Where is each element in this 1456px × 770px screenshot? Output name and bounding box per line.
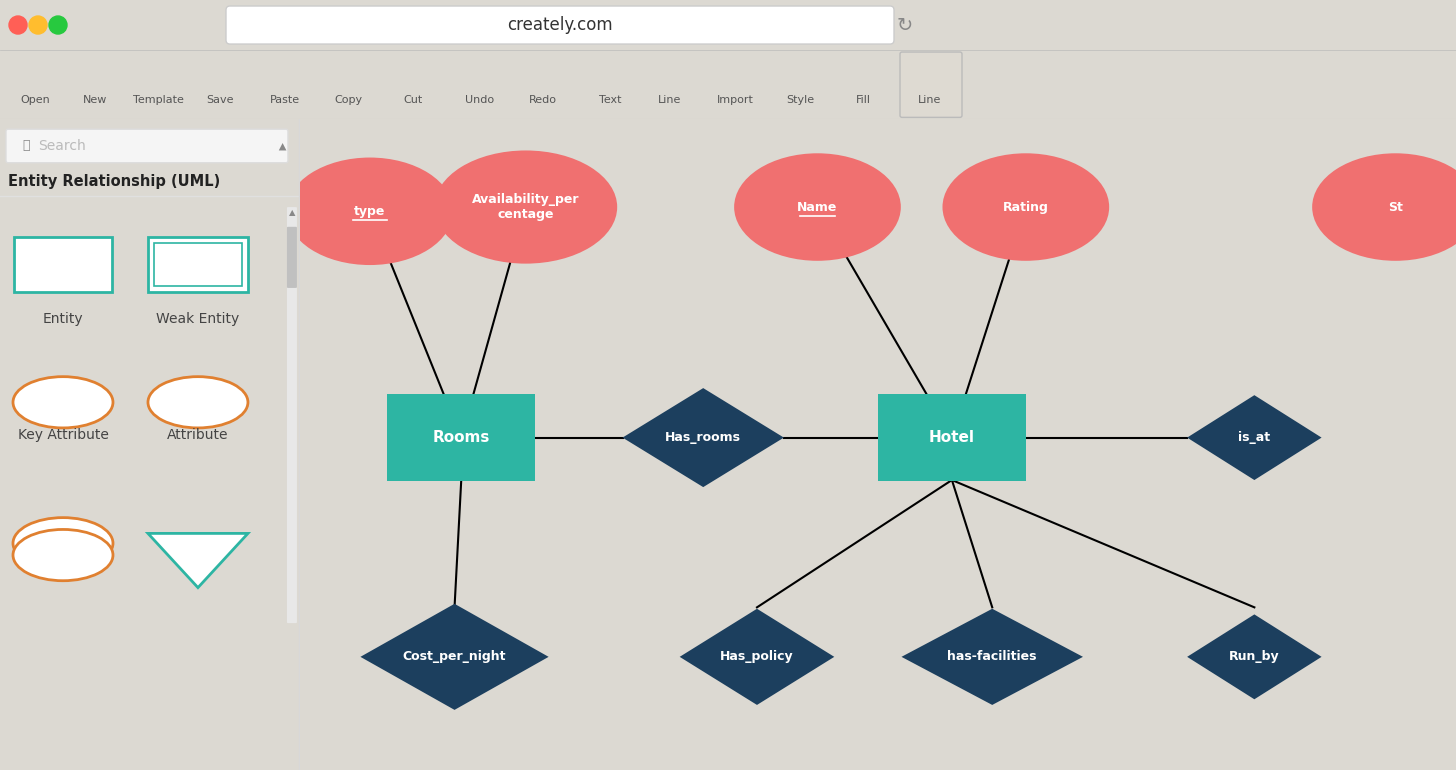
Text: Weak Entity: Weak Entity [156, 313, 240, 326]
Text: Search: Search [38, 139, 86, 153]
Text: New: New [83, 95, 108, 105]
FancyBboxPatch shape [15, 236, 112, 292]
Ellipse shape [13, 530, 114, 581]
Polygon shape [361, 604, 549, 710]
Text: 🔍: 🔍 [22, 139, 29, 152]
FancyBboxPatch shape [6, 129, 288, 162]
Polygon shape [901, 609, 1083, 705]
FancyBboxPatch shape [287, 207, 297, 623]
FancyBboxPatch shape [287, 227, 297, 288]
FancyBboxPatch shape [387, 393, 536, 481]
Text: has-facilities: has-facilities [948, 651, 1037, 663]
Polygon shape [623, 388, 783, 487]
Polygon shape [680, 609, 834, 705]
FancyBboxPatch shape [226, 6, 894, 44]
Text: Run_by: Run_by [1229, 651, 1280, 663]
Text: ↻: ↻ [897, 15, 913, 35]
Ellipse shape [942, 153, 1109, 261]
Text: Text: Text [598, 95, 622, 105]
Text: Open: Open [20, 95, 50, 105]
FancyBboxPatch shape [149, 236, 248, 292]
Text: Hotel: Hotel [929, 430, 976, 445]
Text: Has_rooms: Has_rooms [665, 431, 741, 444]
Text: Entity Relationship (UML): Entity Relationship (UML) [7, 174, 220, 189]
Text: Rooms: Rooms [432, 430, 489, 445]
Text: Save: Save [207, 95, 234, 105]
Ellipse shape [149, 377, 248, 428]
FancyBboxPatch shape [154, 243, 242, 286]
Text: Availability_per
centage: Availability_per centage [472, 193, 579, 221]
Text: Copy: Copy [333, 95, 363, 105]
Ellipse shape [13, 517, 114, 569]
Text: Entity: Entity [42, 313, 83, 326]
Text: Paste: Paste [269, 95, 300, 105]
Polygon shape [1187, 395, 1322, 480]
Text: is_at: is_at [1238, 431, 1271, 444]
Ellipse shape [734, 153, 901, 261]
Text: Style: Style [786, 95, 814, 105]
Ellipse shape [1312, 153, 1456, 261]
Text: Undo: Undo [466, 95, 495, 105]
Text: St: St [1388, 200, 1404, 213]
Text: Line: Line [658, 95, 681, 105]
Text: Rating: Rating [1003, 200, 1048, 213]
Text: ▲: ▲ [288, 209, 296, 217]
Text: type: type [354, 205, 386, 218]
Text: Fill: Fill [856, 95, 871, 105]
Text: Line: Line [919, 95, 942, 105]
Circle shape [29, 16, 47, 34]
Text: Template: Template [132, 95, 183, 105]
Text: Cost_per_night: Cost_per_night [403, 651, 507, 663]
Text: Name: Name [798, 200, 837, 213]
Text: creately.com: creately.com [507, 16, 613, 34]
FancyBboxPatch shape [900, 52, 962, 117]
Text: Redo: Redo [529, 95, 558, 105]
Circle shape [50, 16, 67, 34]
Text: ◀: ◀ [277, 142, 287, 149]
Text: Attribute: Attribute [167, 428, 229, 442]
Polygon shape [1187, 614, 1322, 699]
Text: Key Attribute: Key Attribute [17, 428, 108, 442]
FancyBboxPatch shape [878, 393, 1026, 481]
Ellipse shape [13, 377, 114, 428]
Text: Import: Import [716, 95, 753, 105]
Polygon shape [149, 534, 248, 588]
Text: Cut: Cut [403, 95, 422, 105]
Ellipse shape [434, 150, 617, 263]
Circle shape [9, 16, 28, 34]
Ellipse shape [287, 158, 453, 265]
Text: Has_policy: Has_policy [721, 651, 794, 663]
